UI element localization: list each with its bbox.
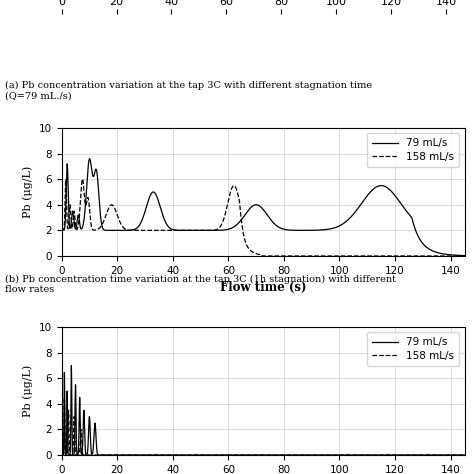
- 158 mL/s: [360, 253, 365, 259]
- 79 mL/s: [130, 452, 136, 458]
- 79 mL/s: [301, 228, 306, 233]
- 79 mL/s: [132, 227, 138, 232]
- 79 mL/s: [69, 363, 74, 368]
- Legend: 79 mL/s, 158 mL/s: 79 mL/s, 158 mL/s: [366, 332, 459, 366]
- 79 mL/s: [359, 200, 365, 205]
- 158 mL/s: [301, 253, 306, 259]
- 158 mL/s: [321, 452, 327, 458]
- 79 mL/s: [87, 156, 92, 162]
- 158 mL/s: [259, 253, 264, 259]
- 79 mL/s: [132, 452, 138, 458]
- 158 mL/s: [462, 452, 467, 458]
- 158 mL/s: [390, 452, 396, 458]
- 158 mL/s: [213, 452, 219, 458]
- 79 mL/s: [321, 227, 327, 233]
- 158 mL/s: [360, 452, 365, 458]
- 158 mL/s: [132, 228, 138, 233]
- Legend: 79 mL/s, 158 mL/s: 79 mL/s, 158 mL/s: [366, 133, 459, 167]
- Y-axis label: Pb (μg/L): Pb (μg/L): [23, 166, 33, 218]
- X-axis label: Flow time (s): Flow time (s): [220, 281, 306, 294]
- Line: 79 mL/s: 79 mL/s: [62, 159, 465, 255]
- 79 mL/s: [462, 253, 467, 258]
- 158 mL/s: [62, 395, 67, 401]
- Line: 79 mL/s: 79 mL/s: [62, 365, 465, 455]
- 158 mL/s: [80, 176, 85, 182]
- Y-axis label: Pb (μg/L): Pb (μg/L): [23, 365, 33, 417]
- 158 mL/s: [105, 452, 111, 458]
- Line: 158 mL/s: 158 mL/s: [62, 179, 465, 256]
- 79 mL/s: [462, 452, 467, 458]
- 79 mL/s: [390, 190, 396, 196]
- 158 mL/s: [321, 253, 327, 259]
- 79 mL/s: [213, 228, 219, 233]
- 158 mL/s: [301, 452, 306, 458]
- Text: (a) Pb concentration variation at the tap 3C with different stagnation time
(Q=7: (a) Pb concentration variation at the ta…: [5, 81, 372, 100]
- 79 mL/s: [301, 452, 306, 458]
- 158 mL/s: [390, 253, 396, 259]
- Line: 158 mL/s: 158 mL/s: [62, 398, 465, 455]
- 79 mL/s: [213, 452, 219, 458]
- 79 mL/s: [390, 452, 396, 458]
- Text: (b) Pb concentration time variation at the tap 3C (1h stagnation) with different: (b) Pb concentration time variation at t…: [5, 275, 396, 294]
- 79 mL/s: [59, 228, 64, 233]
- 158 mL/s: [132, 452, 138, 458]
- 79 mL/s: [321, 452, 327, 458]
- 158 mL/s: [59, 228, 64, 233]
- 158 mL/s: [59, 452, 64, 458]
- 79 mL/s: [360, 452, 365, 458]
- 158 mL/s: [462, 253, 467, 259]
- 79 mL/s: [59, 452, 64, 458]
- 158 mL/s: [213, 227, 219, 233]
